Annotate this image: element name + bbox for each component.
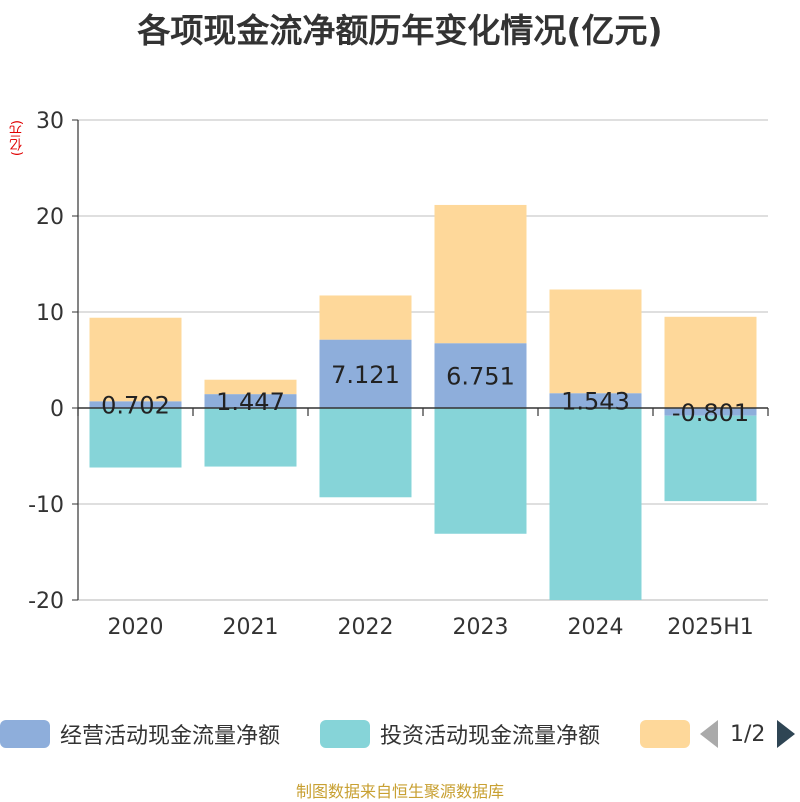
data-label-2024: 1.543 bbox=[561, 388, 630, 416]
data-label-2020: 0.702 bbox=[101, 392, 170, 420]
bar-series0-2022[interactable] bbox=[319, 339, 412, 408]
bar-series2-2023[interactable] bbox=[434, 204, 527, 344]
bar-series0-2021[interactable] bbox=[204, 394, 297, 408]
axes: 30 20 10 0 -10 -20 2020 2021 2022 2023 2024 2025H1 bbox=[28, 109, 769, 640]
y-tick-label: -20 bbox=[28, 589, 64, 614]
bar-series1-2022[interactable] bbox=[319, 408, 412, 498]
legend-pager: 1/2 bbox=[700, 716, 796, 752]
legend-swatch-operating bbox=[0, 720, 50, 748]
x-tick-label: 2025H1 bbox=[667, 615, 754, 640]
y-tick-label: 0 bbox=[50, 397, 64, 422]
bar-series2-2025H1[interactable] bbox=[664, 316, 757, 408]
x-tick-label: 2022 bbox=[338, 615, 394, 640]
data-label-2022: 7.121 bbox=[331, 361, 400, 389]
bar-series1-2025H1[interactable] bbox=[664, 415, 757, 502]
y-tick-label: 20 bbox=[36, 205, 64, 230]
chart-title: 各项现金流净额历年变化情况(亿元) bbox=[137, 11, 663, 50]
bar-series2-2021[interactable] bbox=[204, 379, 297, 395]
bar-series1-2020[interactable] bbox=[89, 408, 182, 468]
legend-item-third-series[interactable] bbox=[640, 716, 690, 752]
data-label-2025H1: -0.801 bbox=[672, 399, 749, 427]
y-tick-label: 30 bbox=[36, 109, 64, 134]
bar-series2-2022[interactable] bbox=[319, 295, 412, 340]
data-label-2023: 6.751 bbox=[446, 363, 515, 391]
pager-next-icon[interactable] bbox=[777, 720, 796, 748]
bar-series1-2024[interactable] bbox=[549, 408, 642, 600]
bar-series0-2024[interactable] bbox=[549, 393, 642, 408]
legend-swatch-third-series bbox=[640, 720, 690, 748]
pager-page-indicator: 1/2 bbox=[730, 721, 766, 747]
pager-prev-icon[interactable] bbox=[700, 720, 718, 748]
grid-lines bbox=[78, 119, 768, 601]
bar-series2-2020[interactable] bbox=[89, 317, 182, 402]
legend-label-operating: 经营活动现金流量净额 bbox=[60, 724, 281, 749]
y-tick-label: 10 bbox=[36, 301, 64, 326]
legend-label-investing: 投资活动现金流量净额 bbox=[380, 724, 601, 749]
bar-series0-2023[interactable] bbox=[434, 343, 527, 408]
data-label-2021: 1.447 bbox=[216, 388, 285, 416]
x-tick-label: 2021 bbox=[223, 615, 279, 640]
x-tick-label: 2024 bbox=[568, 615, 624, 640]
bar-series1-2023[interactable] bbox=[434, 408, 527, 534]
data-labels: 0.702 1.447 7.121 6.751 1.543 -0.801 bbox=[101, 361, 749, 427]
x-tick-label: 2023 bbox=[453, 615, 509, 640]
legend-item-operating[interactable]: 经营活动现金流量净额 bbox=[0, 716, 280, 752]
source-note: 制图数据来自恒生聚源数据库 bbox=[295, 782, 504, 801]
y-tick-label: -10 bbox=[28, 493, 64, 518]
legend-item-investing[interactable]: 投资活动现金流量净额 bbox=[320, 716, 600, 752]
x-tick-label: 2020 bbox=[108, 615, 164, 640]
legend: 经营活动现金流量净额 投资活动现金流量净额 1/2 bbox=[0, 716, 800, 752]
bars bbox=[89, 204, 757, 600]
bar-series1-2021[interactable] bbox=[204, 408, 297, 467]
bar-series0-2025H1[interactable] bbox=[664, 408, 757, 416]
bar-series2-2024[interactable] bbox=[549, 289, 642, 394]
bar-series0-2020[interactable] bbox=[89, 401, 182, 408]
legend-swatch-investing bbox=[320, 720, 370, 748]
